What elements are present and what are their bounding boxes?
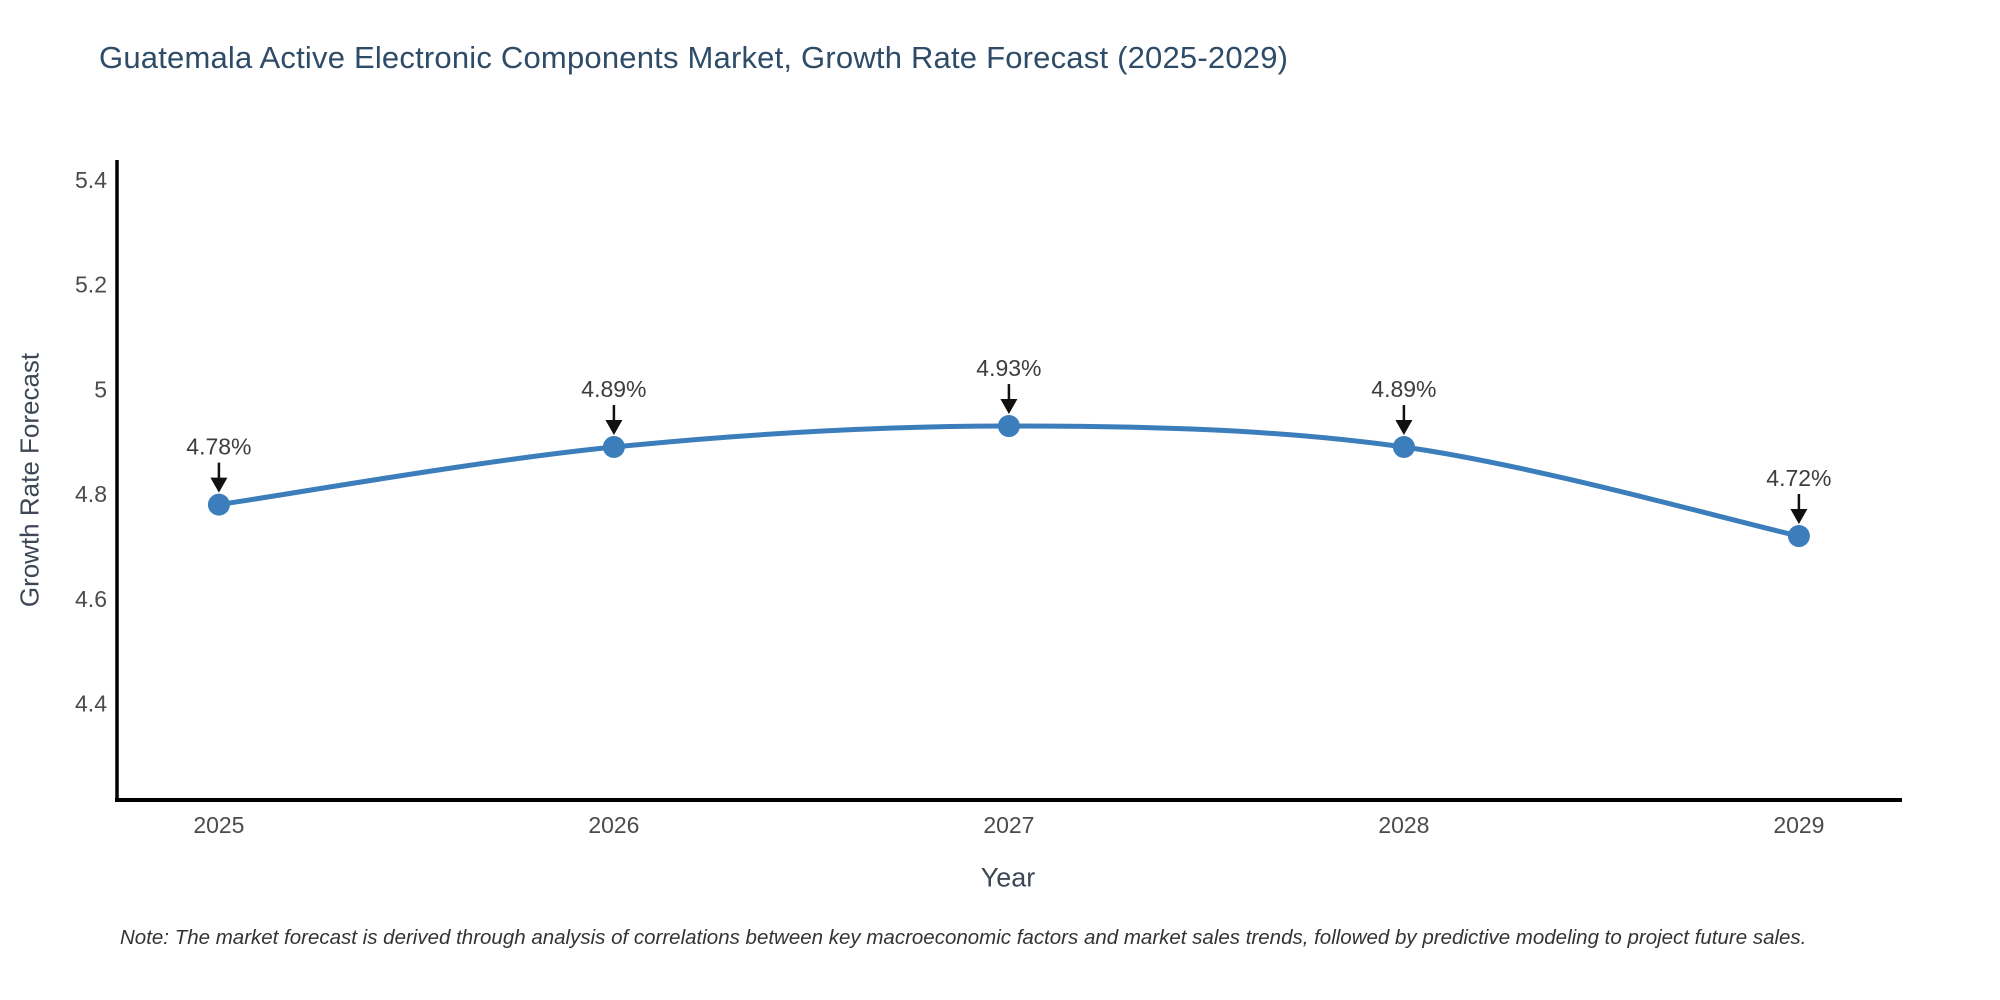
point-value-label: 4.78% [186,434,251,460]
annotation-arrowhead-icon [605,420,623,436]
forecast-trend-line [216,423,1802,539]
y-tick-label: 4.6 [75,586,107,612]
annotation-arrowhead-icon [1395,420,1413,436]
chart-footnote: Note: The market forecast is derived thr… [120,926,1807,949]
x-tick-label: 2025 [193,812,244,838]
x-axis-title: Year [980,862,1036,893]
y-tick-label: 5.2 [75,272,107,298]
data-point-marker[interactable] [207,493,230,516]
chart-title: Guatemala Active Electronic Components M… [99,40,1289,75]
x-tick-label: 2026 [588,812,639,838]
annotation-arrowhead-icon [1790,509,1808,525]
x-tick-label: 2029 [1773,812,1824,838]
point-value-label: 4.89% [1371,376,1436,402]
annotation-arrowhead-icon [1000,399,1018,415]
y-axis-title: Growth Rate Forecast [14,352,45,608]
point-value-label: 4.89% [581,376,646,402]
y-tick-label: 5.4 [75,167,107,193]
data-point-marker[interactable] [997,415,1020,438]
data-point-marker[interactable] [1787,525,1810,548]
data-point-marker[interactable] [602,436,625,459]
annotation-arrowhead-icon [210,477,228,493]
data-point-marker[interactable] [1392,436,1415,459]
x-tick-label: 2028 [1378,812,1429,838]
point-value-label: 4.72% [1766,465,1831,491]
y-tick-label: 4.8 [75,481,107,507]
y-tick-label: 4.4 [75,691,107,717]
y-tick-label: 5 [94,376,107,402]
x-tick-label: 2027 [983,812,1034,838]
point-value-label: 4.93% [976,355,1041,381]
